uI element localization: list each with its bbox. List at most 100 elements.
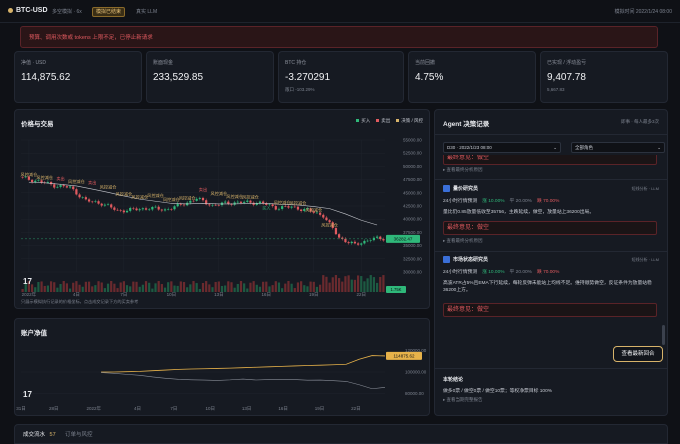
agent-scroll-area[interactable]: 最终意见：做空 ▸ 查看最终分析原因 量价研究员 短线分析 · LLM 24小时… xyxy=(435,155,667,373)
tab-trades[interactable]: 成交流水 57 xyxy=(23,430,56,438)
volume-bar xyxy=(214,281,217,292)
candle-body xyxy=(319,212,322,215)
volume-bar xyxy=(132,281,135,292)
trade-marker-label: 风控减仓 xyxy=(115,190,133,197)
x-tick-label: 31日 xyxy=(16,406,26,412)
legend-buy-label: 买入 xyxy=(361,118,371,123)
volume-bar xyxy=(94,285,97,292)
role-filter-select[interactable]: 全部角色 ⌄ xyxy=(571,142,665,153)
legend-decision-swatch-icon xyxy=(396,119,400,122)
x-tick-label: 4日 xyxy=(134,406,141,412)
candle-body xyxy=(214,204,217,206)
alert-text: 预算、调用次数或 tokens 上限不足，已停止新请求 xyxy=(29,35,153,41)
legend-sell: 卖出 xyxy=(376,118,390,124)
x-tick-label: 28日 xyxy=(49,406,59,412)
price-panel: 价格与交易 买入 卖出 决策 / 风控 55000.00 52500.00 5000… xyxy=(14,109,430,309)
trade-marker-label: 风控减仓 xyxy=(68,178,86,185)
volume-bar xyxy=(24,283,27,292)
candle-body xyxy=(306,208,309,209)
volume-bar xyxy=(170,281,173,292)
agent-panel: Agent 决策记录 即事 · 每人最多3次 D30 · 2022/1/23 0… xyxy=(434,109,668,416)
candle-body xyxy=(375,236,379,238)
status-badge: 模拟已结束 xyxy=(92,7,126,17)
y-tick-label: 47500.00 xyxy=(403,177,422,182)
stat-sub: 敞口 -103.29% xyxy=(285,87,315,92)
agent-detail-link[interactable]: ▸ 查看最终分析原因 xyxy=(443,238,483,243)
candle-body xyxy=(176,203,179,207)
agent-scrollbar[interactable] xyxy=(662,325,665,345)
trade-marker-label: 买入 xyxy=(262,205,271,212)
latest-round-button[interactable]: 查看最新回合 xyxy=(613,346,663,362)
volume-bar xyxy=(106,283,110,292)
equity-panel: 账户净值 120000.00 100000.00 80000.00 31日 28日 202… xyxy=(14,318,430,416)
volume-bar xyxy=(129,286,132,292)
trade-marker-label: 卖出 xyxy=(199,186,207,193)
volume-bar xyxy=(369,275,372,292)
volume-bar xyxy=(274,281,277,292)
date-filter-value: D30 · 2022/1/23 08:00 xyxy=(447,145,492,150)
volume-bar xyxy=(255,284,258,292)
agent-horizon: 24小时行情预测 xyxy=(443,199,478,204)
price-chart[interactable]: 55000.00 52500.00 50000.00 47500.00 45000.00… xyxy=(15,134,429,299)
summary-report-link[interactable]: ▸ 查看当期完整报告 xyxy=(443,397,483,402)
brand-logo-icon xyxy=(8,8,13,13)
volume-bar xyxy=(97,281,100,292)
date-filter-select[interactable]: D30 · 2022/1/23 08:00 ⌄ xyxy=(443,142,561,153)
candle-body xyxy=(132,207,135,209)
candle-body xyxy=(293,206,296,208)
candle-body xyxy=(356,243,360,245)
stat-card: 净值 · USD 114,875.62 xyxy=(14,51,142,103)
volume-bar xyxy=(154,283,157,292)
volume-bar xyxy=(312,281,315,292)
candle-body xyxy=(312,211,315,213)
stat-card: 当前回撤 4.75% xyxy=(408,51,536,103)
candle-body xyxy=(122,210,125,213)
volume-bar xyxy=(87,281,91,292)
agent-tag: 短线分析 · LLM xyxy=(631,186,659,191)
agent-body: 高波ATR占5%且EMA下行延续，每轮反弹未能站上均线不足。维持顺势做空，反证条… xyxy=(443,281,652,293)
candle-body xyxy=(192,200,195,202)
legend-buy: 买入 xyxy=(356,118,370,124)
y-tick-label: 120000.00 xyxy=(405,348,427,353)
candle-body xyxy=(379,236,382,240)
volume-bar xyxy=(281,288,284,292)
candle-body xyxy=(189,200,192,203)
chart-logo-icon: 17 xyxy=(23,390,32,399)
volume-bar xyxy=(179,281,182,292)
candle-body xyxy=(265,203,268,205)
volume-bar xyxy=(163,287,167,292)
volume-bar xyxy=(315,286,319,292)
candle-body xyxy=(201,197,205,201)
trade-marker-label: 风控减仓 xyxy=(131,194,149,201)
volume-bar xyxy=(306,286,309,292)
tab-orders-risk[interactable]: 订单与风控 xyxy=(65,432,93,438)
top-detail-link[interactable]: ▸ 查看最终分析原因 xyxy=(443,167,483,172)
tab-trades-count: 57 xyxy=(49,432,56,438)
y-tick-label: 42500.00 xyxy=(403,204,422,209)
volume-bar xyxy=(287,281,290,292)
volume-bar xyxy=(53,282,56,292)
volume-bar xyxy=(116,288,119,292)
candle-body xyxy=(170,209,173,210)
x-tick-label: 7日 xyxy=(170,406,177,412)
candle-body xyxy=(363,240,366,244)
volume-bar xyxy=(353,279,357,292)
volume-bar xyxy=(217,281,220,292)
candle-body xyxy=(27,176,31,180)
trade-marker-label: 风控减仓 xyxy=(100,184,118,191)
equity-chart[interactable]: 120000.00 100000.00 80000.00 31日 28日 2022年 4日 7… xyxy=(15,341,429,413)
volume-bar xyxy=(334,275,338,292)
stat-card: 已实现 / 浮动盈亏 9,407.78 5,667.83 xyxy=(540,51,668,103)
volume-bar xyxy=(78,284,81,292)
candle-body xyxy=(208,204,211,206)
volume-bar xyxy=(224,285,227,292)
x-tick-label: 13日 xyxy=(242,406,252,412)
agent-tag: 短线分析 · LLM xyxy=(631,257,659,262)
volume-bar xyxy=(100,282,103,292)
x-tick-label: 22日 xyxy=(351,406,361,412)
agent-final-opinion: 最终意见：做空 xyxy=(443,303,657,317)
candle-body xyxy=(34,180,37,183)
volume-bar xyxy=(328,282,331,292)
volume-bar xyxy=(59,284,62,292)
mode-label: 多空模拟 · 6x xyxy=(52,9,82,15)
